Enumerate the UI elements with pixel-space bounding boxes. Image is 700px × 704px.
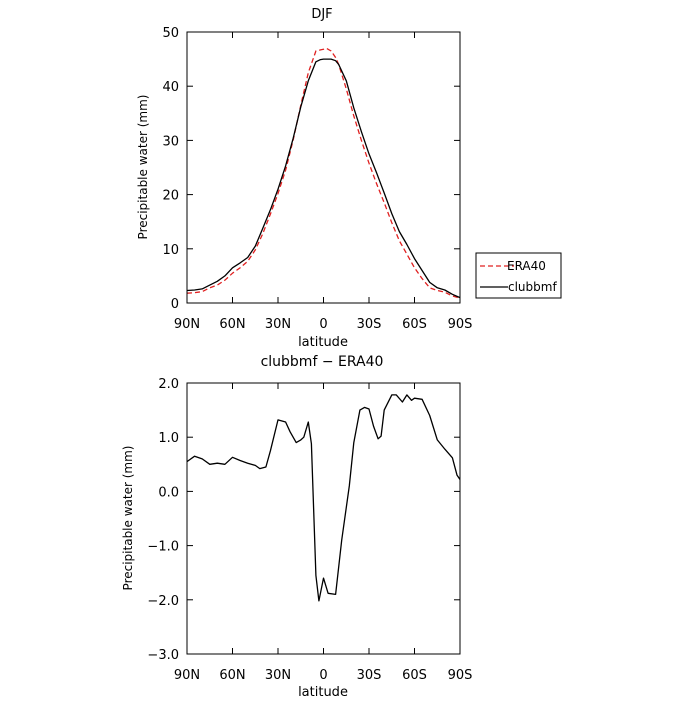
difference-y-tick-label: 1.0 xyxy=(158,431,179,446)
djf-y-axis-label: Precipitable water (mm) xyxy=(136,95,150,240)
djf-x-tick-label: 90N xyxy=(174,317,200,332)
difference-y-tick-label: 2.0 xyxy=(158,377,179,392)
difference-x-tick-label: 30S xyxy=(357,668,382,683)
legend: ERA40 clubbmf xyxy=(475,252,562,299)
djf-y-tick-label: 0 xyxy=(171,297,179,312)
djf-series-line-clubbmf xyxy=(186,58,461,299)
difference-y-axis-label: Precipitable water (mm) xyxy=(121,446,135,591)
djf-y-tick-label: 10 xyxy=(162,243,179,258)
djf-plot-marks: 90N 60N 30N 0 30S 60S 90S 0 10 20 30 40 50 xyxy=(162,26,472,332)
difference-x-tick-label: 90S xyxy=(448,668,473,683)
difference-y-tick-label: 0.0 xyxy=(158,485,179,500)
difference-y-tick-label: −2.0 xyxy=(147,594,179,609)
difference-x-axis-label: latitude xyxy=(298,685,348,700)
difference-title: clubbmf − ERA40 xyxy=(261,354,384,370)
djf-x-tick-label: 90S xyxy=(448,317,473,332)
difference-x-tick-label: 60N xyxy=(219,668,245,683)
djf-x-tick-label: 60N xyxy=(219,317,245,332)
difference-x-tick-label: 30N xyxy=(265,668,291,683)
djf-x-tick-label: 30S xyxy=(357,317,382,332)
djf-plot-frame xyxy=(186,31,461,304)
djf-x-axis-label: latitude xyxy=(298,335,348,350)
djf-series-line-era40 xyxy=(186,47,461,299)
legend-clubbmf-label: clubbmf xyxy=(508,280,557,294)
difference-x-tick-label: 60S xyxy=(402,668,427,683)
djf-title: DJF xyxy=(311,7,332,22)
difference-plot-frame xyxy=(186,382,461,655)
djf-x-tick-label: 30N xyxy=(265,317,291,332)
legend-box xyxy=(475,252,562,299)
legend-era40-label: ERA40 xyxy=(507,259,546,273)
djf-y-tick-label: 20 xyxy=(162,189,179,204)
difference-y-tick-label: −1.0 xyxy=(147,540,179,555)
difference-y-tick-label: −3.0 xyxy=(147,648,179,663)
difference-x-tick-label: 90N xyxy=(174,668,200,683)
djf-y-tick-label: 40 xyxy=(162,80,179,95)
djf-x-tick-label: 60S xyxy=(402,317,427,332)
difference-series-line-difference xyxy=(186,394,461,602)
djf-panel: DJF 90N 60N 30N 0 30S 60S 90S 0 10 20 30 40 50 latit… xyxy=(136,7,562,350)
difference-x-tick-label: 0 xyxy=(319,668,327,683)
djf-y-tick-label: 30 xyxy=(162,134,179,149)
difference-panel: clubbmf − ERA40 90N 60N 30N 0 30S 60S 90S −3.0 −… xyxy=(121,354,472,700)
djf-x-tick-label: 0 xyxy=(319,317,327,332)
difference-plot-marks: 90N 60N 30N 0 30S 60S 90S −3.0 −2.0 −1.0 0.0 1.0 2.0 xyxy=(147,377,472,683)
djf-y-tick-label: 50 xyxy=(162,26,179,41)
